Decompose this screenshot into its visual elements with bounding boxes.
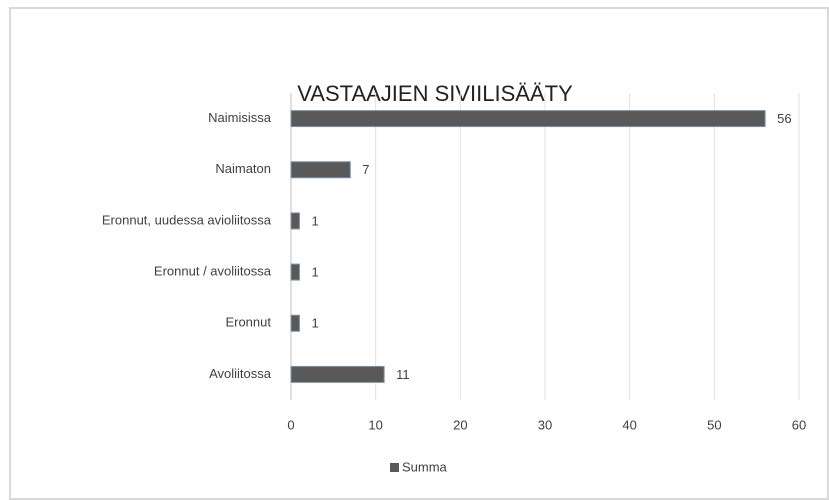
bar (290, 365, 385, 383)
y-tick-label: Eronnut / avoliitossa (154, 264, 272, 279)
bar (290, 110, 766, 128)
data-label: 1 (311, 316, 318, 331)
x-tick-label: 40 (622, 417, 636, 432)
bar (290, 314, 300, 332)
chart-frame (9, 7, 829, 500)
data-label: 11 (396, 367, 410, 382)
y-tick-label: Naimisissa (208, 110, 272, 125)
legend-label: Summa (402, 459, 448, 474)
legend-swatch (390, 463, 399, 472)
x-tick-label: 20 (453, 417, 467, 432)
y-tick-label: Naimaton (215, 161, 271, 176)
y-tick-label: Eronnut, uudessa avioliitossa (102, 212, 272, 227)
bar (290, 161, 351, 179)
x-tick-label: 50 (707, 417, 721, 432)
y-tick-label: Eronnut (225, 315, 271, 330)
x-tick-label: 0 (287, 417, 294, 432)
x-tick-label: 60 (792, 417, 806, 432)
x-tick-label: 30 (538, 417, 552, 432)
data-label: 56 (777, 111, 791, 126)
data-label: 7 (362, 162, 369, 177)
data-label: 1 (311, 213, 318, 228)
y-tick-label: Avoliitossa (209, 366, 272, 381)
bar (290, 263, 300, 281)
bar (290, 212, 300, 230)
x-tick-label: 10 (368, 417, 382, 432)
chart-title: VASTAAJIEN SIVIILISÄÄTY (297, 81, 573, 106)
data-label: 1 (311, 265, 318, 280)
